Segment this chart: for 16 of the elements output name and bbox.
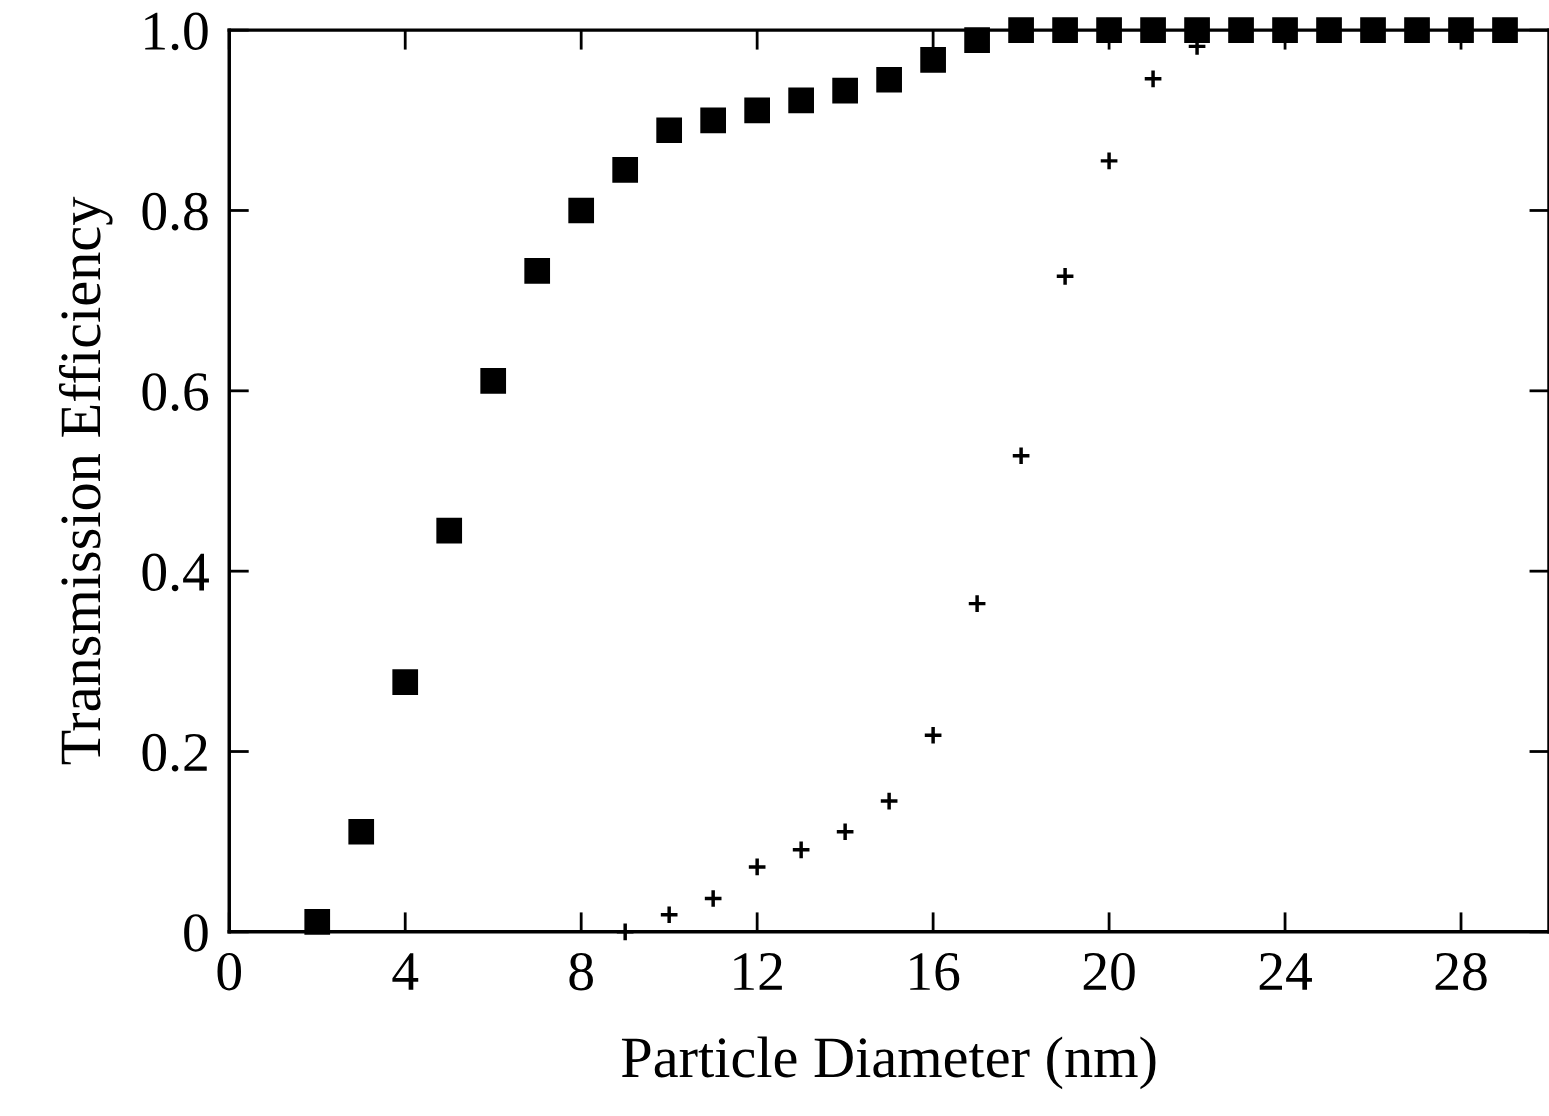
x-tick-label: 16 xyxy=(910,953,960,991)
y-axis-title: Transmission Efficiency xyxy=(58,196,113,765)
y-tick-label: 0.6 xyxy=(142,373,209,411)
x-axis-title: Particle Diameter (nm) xyxy=(621,1036,1156,1090)
x-tick-label: 4 xyxy=(392,953,419,990)
y-tick-label: 0 xyxy=(184,914,208,952)
x-tick-label: 28 xyxy=(1435,952,1487,991)
y-tick-label: 0.8 xyxy=(142,192,208,231)
x-tick-label: 12 xyxy=(734,953,782,990)
x-tick-label: 8 xyxy=(569,952,593,991)
y-tick-label: 0.4 xyxy=(142,553,209,592)
y-tick-label: 1.0 xyxy=(145,12,208,51)
x-tick-label: 24 xyxy=(1259,953,1312,990)
x-tick-label: 20 xyxy=(1083,952,1135,991)
x-tick-label: 0 xyxy=(217,952,242,991)
y-tick-label: 0.2 xyxy=(142,733,207,772)
